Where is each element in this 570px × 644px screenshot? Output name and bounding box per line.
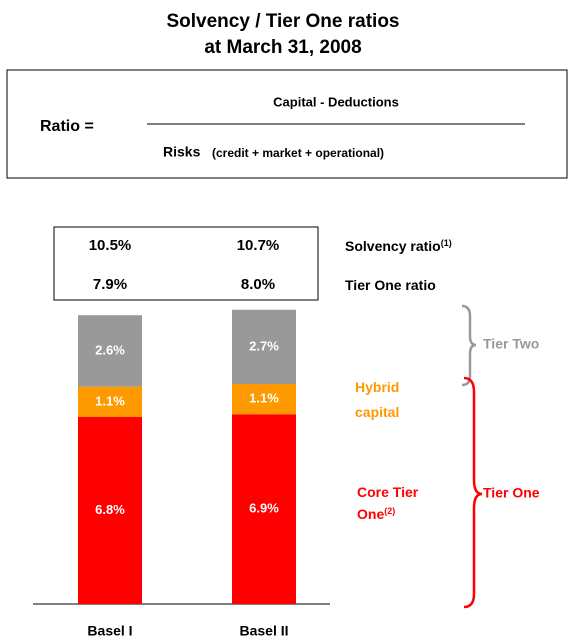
bar-value-label: 6.8% (95, 502, 125, 517)
ratio-box (53, 226, 319, 301)
bar-segment (78, 417, 142, 604)
ratio-name: Solvency ratio(1) (345, 234, 452, 259)
tier-two-brace (461, 304, 477, 387)
core-note: (2) (384, 506, 396, 516)
ratio-value: 10.7% (237, 237, 280, 254)
tier-one-brace (463, 376, 483, 609)
formula-numerator: Capital - Deductions (273, 94, 399, 109)
brace-label: Tier One (483, 485, 540, 501)
bar-value-label: 1.1% (249, 391, 279, 406)
ratio-value: 10.5% (89, 237, 132, 254)
hybrid-label: Hybrid capital (355, 379, 400, 420)
formula-denominator: Risks (163, 144, 201, 160)
core-label-text: Core Tier One (357, 484, 419, 522)
formula-lhs: Ratio = (40, 118, 94, 135)
bar-value-label: 2.6% (95, 342, 125, 357)
bar-segment (78, 386, 142, 417)
chart-subtitle: at March 31, 2008 (204, 37, 361, 58)
bar-segment (78, 315, 142, 387)
bar-value-label: 1.1% (95, 393, 125, 408)
bar-value-label: 2.7% (249, 338, 279, 353)
ratio-name: Tier One ratio (345, 277, 436, 293)
chart-title: Solvency / Tier One ratios (166, 11, 399, 32)
ratio-name-text: Solvency ratio (345, 238, 441, 254)
bar-value-label: 6.9% (249, 501, 279, 516)
formula-box (6, 69, 568, 179)
ratio-value: 7.9% (93, 276, 127, 293)
bar-segment (232, 309, 296, 384)
ratio-note: (1) (440, 238, 452, 248)
brace-label: Tier Two (483, 336, 539, 352)
bar-segment (232, 384, 296, 415)
x-tick-label: Basel I (87, 623, 132, 639)
core-label: Core Tier One(2) (357, 481, 457, 525)
formula-denominator-detail: (credit + market + operational) (212, 146, 384, 160)
bar-segment (232, 414, 296, 604)
x-tick-label: Basel II (239, 623, 288, 639)
ratio-value: 8.0% (241, 276, 275, 293)
